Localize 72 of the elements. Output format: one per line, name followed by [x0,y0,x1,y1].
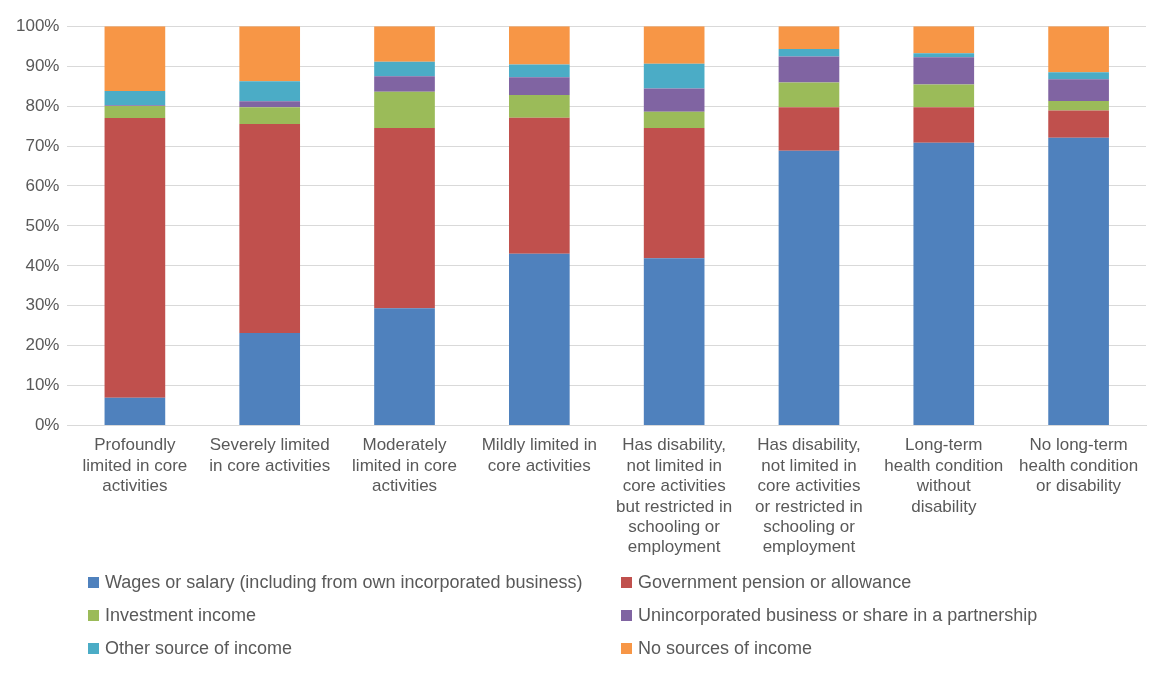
bar [1048,100,1109,111]
bar [374,61,435,77]
bar [239,81,301,102]
bar [104,106,166,119]
bar [778,26,840,49]
y-tick-label: 80% [25,95,60,115]
bar [643,111,705,129]
legend-label: Investment income [105,605,257,626]
bar [778,107,840,151]
bar [104,26,166,91]
legend-label: Wages or salary (including from own incorporated business) [105,572,583,593]
bar [374,26,435,62]
x-tick-label: Has disability, not limited in core activities or restricted in schooling or employment [755,435,863,557]
x-tick-label: Long-term health condition without disability [884,435,1004,516]
y-tick-label: 70% [25,135,60,155]
bar [104,118,166,398]
bar [643,88,705,112]
legend-label: Government pension or allowance [638,572,912,593]
y-tick-label: 60% [25,175,60,195]
bar [1048,26,1109,73]
bar [104,90,166,106]
bar [643,63,705,89]
bar [778,56,840,83]
bar [643,26,705,64]
y-tick-label: 100% [16,15,60,35]
x-tick-label: No long-term health condition or disability [1019,435,1139,496]
y-tick-label: 10% [25,375,60,395]
bar [509,77,570,95]
bar [643,258,705,426]
bar [778,48,840,57]
bar [643,128,705,259]
x-tick-label: Profoundly limited in core activities [82,435,188,496]
y-tick-label: 30% [25,295,60,315]
bar [374,91,435,129]
legend-label: Other source of income [105,638,293,659]
bar [509,117,570,254]
bar [239,26,301,82]
bar [1048,79,1109,101]
bar [509,94,570,118]
bar [509,64,570,78]
bar [913,26,975,54]
legend-label: No sources of income [638,638,813,659]
bar [239,124,301,333]
y-tick-label: 0% [34,415,60,435]
bar [1048,137,1109,426]
bar [509,253,570,426]
bar [374,308,435,426]
bar [778,150,840,426]
bar [913,57,975,85]
y-tick-label: 90% [25,55,60,75]
bar [509,26,570,65]
x-tick-label: Has disability, not limited in core activities but restricted in schooling or employment [616,435,733,557]
bar [104,397,166,426]
bar [778,82,840,108]
y-tick-label: 40% [25,255,60,275]
x-tick-label: Severely limited in core activities [209,435,331,475]
bar [239,107,301,125]
bar [1048,110,1109,138]
y-tick-label: 50% [25,215,60,235]
bar [913,84,975,108]
bar [374,76,435,92]
bar [913,142,975,426]
bar [239,101,301,108]
bar [374,128,435,309]
legend-label: Unincorporated business or share in a partnership [638,605,1038,626]
bar [1048,72,1109,80]
y-tick-label: 20% [25,335,60,355]
bar [239,332,301,426]
x-tick-label: Mildly limited in core activities [481,435,597,475]
bar [913,107,975,143]
bar [913,53,975,58]
x-tick-label: Moderately limited in core activities [352,435,457,496]
